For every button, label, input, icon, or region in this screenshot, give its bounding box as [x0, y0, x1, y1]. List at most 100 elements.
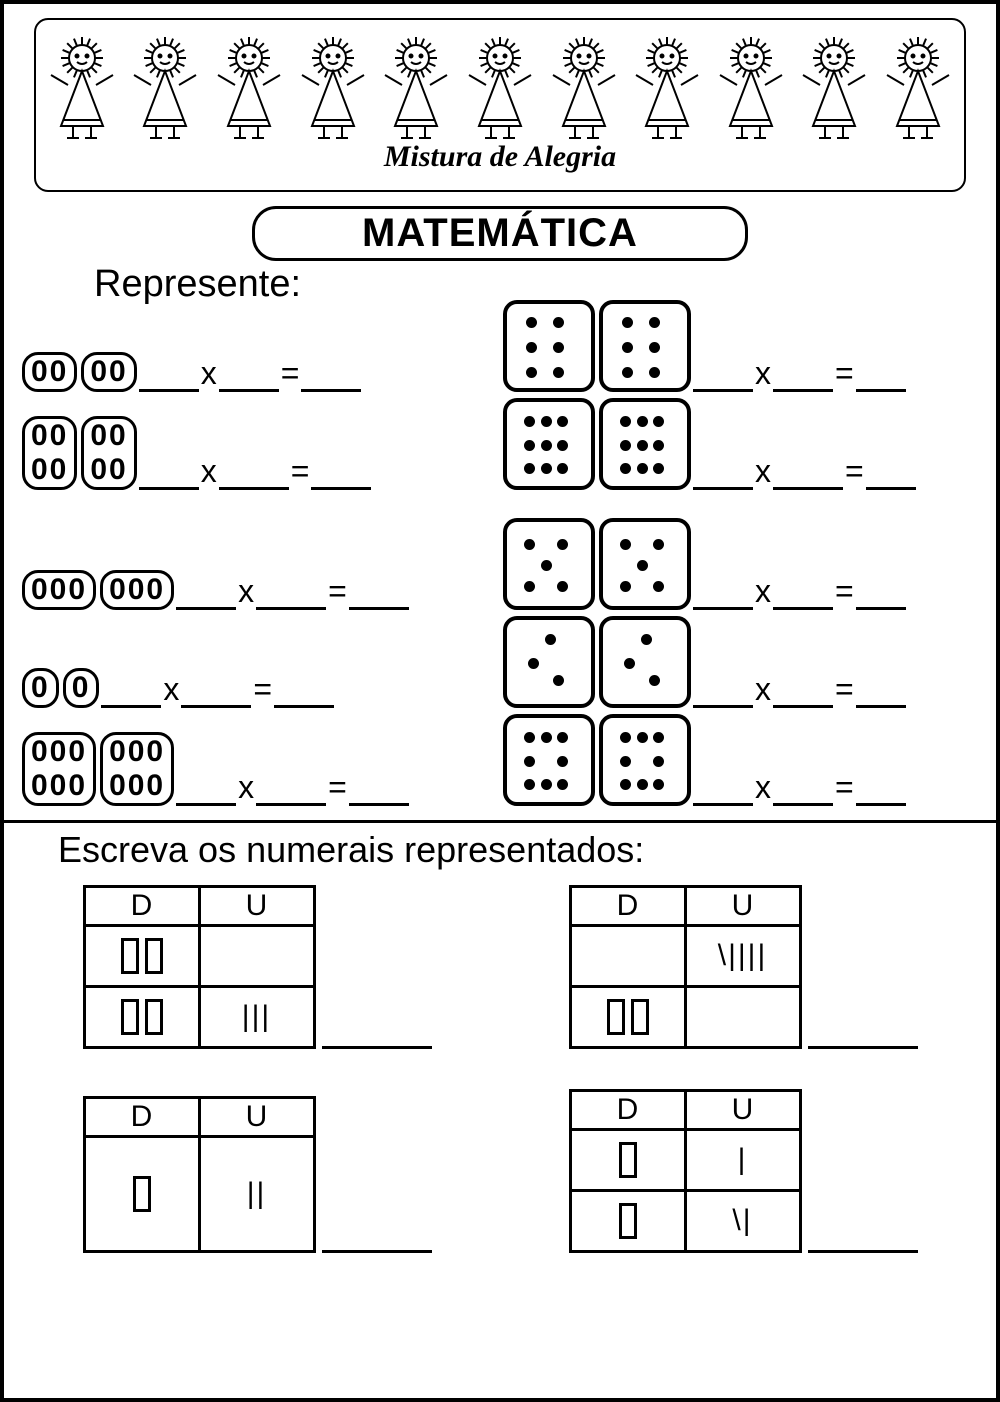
du-cell: [84, 1137, 199, 1252]
answer-blank[interactable]: [181, 679, 251, 708]
times-symbol: x: [755, 453, 771, 490]
answer-blank[interactable]: [693, 679, 753, 708]
du-header: U: [685, 1091, 800, 1130]
doll-icon: [377, 30, 455, 142]
du-table: DU|\|: [569, 1089, 802, 1253]
answer-blank[interactable]: [301, 363, 361, 392]
du-header: D: [84, 1098, 199, 1137]
zeros-tile: 0000: [81, 416, 136, 490]
answer-blank[interactable]: [139, 461, 199, 490]
zeros-tile: 000: [100, 570, 174, 610]
du-block: DU\||||: [569, 885, 918, 1049]
answer-blank[interactable]: [856, 777, 906, 806]
times-symbol: x: [201, 453, 217, 490]
answer-blank[interactable]: [176, 777, 236, 806]
du-table: DU|||: [83, 885, 316, 1049]
du-cell: |||: [199, 987, 314, 1048]
dice-group: [503, 616, 691, 708]
du-table: DU||: [83, 1096, 316, 1253]
dice-group: [503, 300, 691, 392]
du-cell: |: [685, 1130, 800, 1191]
answer-blank[interactable]: [256, 777, 326, 806]
du-header: U: [199, 887, 314, 926]
dice-icon: [503, 714, 595, 806]
du-header: D: [570, 1091, 685, 1130]
zeros-group: 0000: [22, 352, 137, 392]
dice-icon: [599, 300, 691, 392]
section-divider: [4, 820, 996, 823]
answer-blank[interactable]: [139, 363, 199, 392]
dice-icon: [599, 518, 691, 610]
answer-blank[interactable]: [856, 363, 906, 392]
dice-group: [503, 398, 691, 490]
dice-icon: [503, 518, 595, 610]
answer-blank[interactable]: [256, 581, 326, 610]
doll-icon: [795, 30, 873, 142]
equals-symbol: =: [281, 355, 300, 392]
answer-blank[interactable]: [773, 777, 833, 806]
zeros-group: 00: [22, 668, 99, 708]
zeros-tile: 0: [63, 668, 100, 708]
answer-blank[interactable]: [349, 581, 409, 610]
answer-blank[interactable]: [101, 679, 161, 708]
doll-icon: [126, 30, 204, 142]
du-header: D: [570, 887, 685, 926]
zeros-group: 000000000000: [22, 732, 174, 806]
du-cell: [570, 987, 685, 1048]
du-header: U: [199, 1098, 314, 1137]
banner-subtitle: Mistura de Alegria: [36, 140, 964, 174]
du-cell: [570, 926, 685, 987]
header-banner: Mistura de Alegria: [34, 18, 966, 192]
dice-icon: [599, 714, 691, 806]
du-block: DU||: [83, 1089, 432, 1253]
zeros-tile: 00: [22, 352, 77, 392]
du-cell: [199, 926, 314, 987]
dice-icon: [503, 300, 595, 392]
answer-blank[interactable]: [693, 581, 753, 610]
answer-blank[interactable]: [176, 581, 236, 610]
zeros-tile: 00: [81, 352, 136, 392]
answer-blank[interactable]: [322, 1016, 432, 1049]
doll-icon: [545, 30, 623, 142]
equals-symbol: =: [253, 671, 272, 708]
answer-blank[interactable]: [773, 461, 843, 490]
instruction-2: Escreva os numerais representados:: [58, 829, 996, 871]
worksheet-page: Mistura de Alegria MATEMÁTICA Represente…: [0, 0, 1000, 1402]
answer-blank[interactable]: [693, 777, 753, 806]
answer-blank[interactable]: [311, 461, 371, 490]
answer-blank[interactable]: [219, 363, 279, 392]
doll-icon: [43, 30, 121, 142]
answer-blank[interactable]: [808, 1016, 918, 1049]
du-cell: [570, 1191, 685, 1252]
answer-blank[interactable]: [349, 777, 409, 806]
du-block: DU|||: [83, 885, 432, 1049]
answer-blank[interactable]: [773, 679, 833, 708]
equals-symbol: =: [328, 573, 347, 610]
equals-symbol: =: [845, 453, 864, 490]
du-tables-grid: DU|||DU\||||DU||DU|\|: [34, 885, 966, 1253]
answer-blank[interactable]: [322, 1220, 432, 1253]
dice-icon: [503, 616, 595, 708]
answer-blank[interactable]: [856, 679, 906, 708]
times-symbol: x: [238, 573, 254, 610]
answer-blank[interactable]: [808, 1220, 918, 1253]
doll-icon: [461, 30, 539, 142]
dice-icon: [503, 398, 595, 490]
times-symbol: x: [755, 769, 771, 806]
answer-blank[interactable]: [866, 461, 916, 490]
answer-blank[interactable]: [693, 461, 753, 490]
times-symbol: x: [238, 769, 254, 806]
answer-blank[interactable]: [274, 679, 334, 708]
answer-blank[interactable]: [773, 363, 833, 392]
page-title: MATEMÁTICA: [252, 206, 748, 261]
zeros-tile: 000000: [22, 732, 96, 806]
doll-icon: [879, 30, 957, 142]
times-symbol: x: [755, 355, 771, 392]
dice-icon: [599, 616, 691, 708]
answer-blank[interactable]: [856, 581, 906, 610]
du-header: U: [685, 887, 800, 926]
answer-blank[interactable]: [773, 581, 833, 610]
answer-blank[interactable]: [693, 363, 753, 392]
zeros-tile: 0000: [22, 416, 77, 490]
answer-blank[interactable]: [219, 461, 289, 490]
